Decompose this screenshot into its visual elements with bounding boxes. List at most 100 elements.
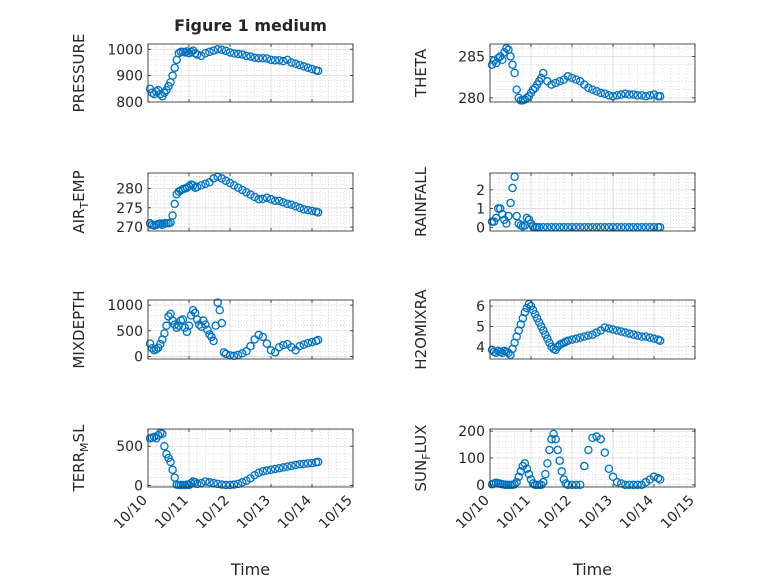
data-point	[149, 432, 159, 442]
axes-box	[147, 172, 354, 232]
y-tick-label: 280	[116, 181, 143, 197]
data-point	[254, 330, 263, 340]
data-point	[270, 348, 280, 357]
data-point	[279, 198, 288, 207]
data-point	[274, 196, 284, 206]
data-point	[238, 349, 247, 358]
x-axis-label: Time	[230, 560, 270, 579]
data-point	[158, 429, 167, 438]
data-point	[192, 182, 202, 192]
y-tick-label: 4	[476, 340, 485, 356]
data-point	[287, 461, 296, 471]
data-point	[242, 51, 251, 61]
data-point	[592, 328, 601, 337]
data-point	[246, 52, 255, 61]
data-point	[291, 201, 300, 211]
subplot-sun-flux: 0 100 200 10/10 10/11 10/12 10/13 10/14 10/15 SUN…	[412, 424, 698, 579]
data-point	[588, 433, 597, 443]
y-tick-label: 0	[476, 478, 485, 494]
data-point	[641, 91, 651, 101]
x-axis-label: Time	[572, 560, 612, 579]
axes-box	[489, 43, 696, 103]
data-point	[655, 475, 665, 484]
y-tick-label: 0	[134, 478, 143, 494]
data-point	[502, 219, 511, 228]
data-point	[156, 339, 165, 349]
data-point	[534, 318, 544, 327]
data-point	[217, 174, 227, 183]
axes-box	[147, 299, 354, 360]
data-point	[514, 472, 523, 482]
y-axis-label: SUNFLUX	[412, 425, 433, 492]
data-point	[242, 188, 251, 197]
data-point	[588, 330, 597, 339]
data-point	[279, 340, 288, 350]
data-point	[178, 315, 188, 324]
x-tick-label: 10/15	[658, 493, 698, 533]
data-point	[575, 480, 585, 490]
y-tick-label: 1000	[107, 298, 143, 314]
data-point	[250, 470, 259, 480]
data-point	[180, 323, 190, 332]
data-point	[524, 469, 534, 479]
subplot-h2omixra: 4 5 6 H2OMIXRA	[412, 289, 696, 370]
data-point	[633, 331, 642, 340]
data-point	[645, 333, 655, 342]
subplot-mixdepth: 0 500 1000 MIXDEPTH	[70, 290, 354, 369]
data-point	[266, 346, 276, 355]
data-point	[313, 66, 323, 76]
data-point	[242, 476, 251, 485]
data-point	[493, 53, 503, 63]
data-point	[512, 211, 521, 221]
y-axis-label: MIXDEPTH	[70, 290, 88, 368]
x-tick-label: 10/13	[234, 493, 274, 533]
data-point	[653, 473, 663, 483]
data-point	[303, 63, 313, 72]
y-axis-label: AIRTEMP	[70, 170, 91, 233]
data-point	[563, 480, 573, 490]
data-point	[207, 332, 216, 342]
data-point	[645, 91, 655, 100]
axes-box	[147, 43, 354, 103]
subplot-rainfall: 0 1 2 RAINFALL	[412, 166, 696, 237]
data-point	[151, 344, 161, 354]
data-point	[213, 298, 222, 307]
data-point	[608, 472, 618, 482]
data-point	[225, 480, 235, 490]
data-point	[262, 466, 272, 475]
data-point	[299, 459, 309, 469]
y-tick-label: 275	[116, 201, 143, 217]
data-point	[221, 46, 231, 56]
data-point	[584, 445, 593, 455]
data-point	[205, 330, 214, 339]
data-point	[295, 203, 304, 213]
data-point	[209, 174, 218, 183]
data-series	[487, 43, 665, 105]
data-point	[541, 469, 550, 479]
data-point	[299, 205, 309, 214]
data-point	[506, 52, 515, 61]
data-point	[295, 341, 304, 351]
y-tick-label: 285	[458, 49, 485, 65]
data-point	[215, 306, 224, 315]
data-point	[580, 461, 589, 471]
data-point	[655, 336, 665, 345]
data-point	[553, 445, 562, 455]
data-point	[588, 85, 597, 94]
data-point	[547, 434, 556, 444]
data-point	[258, 467, 268, 476]
data-point	[213, 479, 222, 489]
y-tick-label: 100	[458, 451, 485, 467]
data-point	[596, 88, 605, 98]
data-point	[229, 181, 239, 190]
data-point	[621, 480, 630, 490]
data-point	[258, 53, 268, 63]
data-point	[238, 478, 247, 487]
data-point	[584, 331, 593, 340]
data-point	[233, 49, 243, 59]
data-point	[254, 468, 263, 478]
data-point	[295, 460, 304, 469]
data-point	[612, 91, 622, 100]
axes-box	[489, 299, 696, 360]
